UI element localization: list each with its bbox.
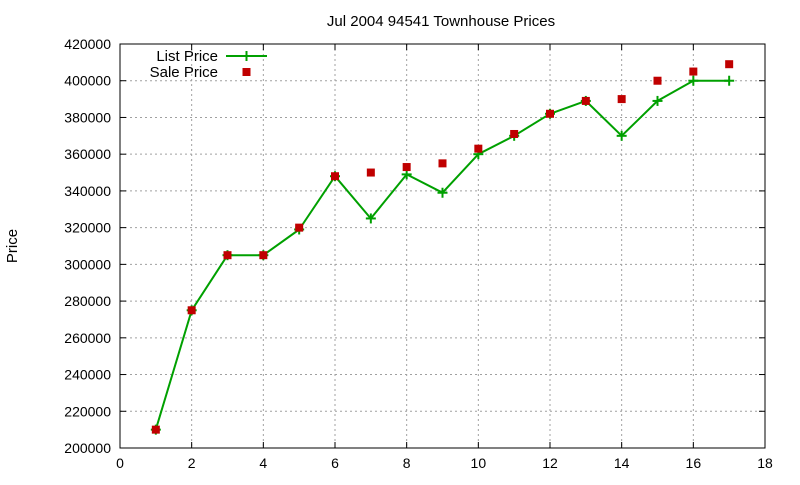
x-tick-label: 18: [757, 455, 773, 471]
y-tick-label: 220000: [64, 403, 111, 419]
y-tick-label: 300000: [64, 256, 111, 272]
legend-label: Sale Price: [150, 64, 218, 81]
sale-price-point: [546, 110, 554, 118]
x-tick-label: 4: [259, 455, 267, 471]
chart-title: Jul 2004 94541 Townhouse Prices: [327, 13, 555, 30]
x-tick-label: 16: [686, 455, 702, 471]
sale-price-point: [259, 251, 267, 259]
y-tick-label: 260000: [64, 330, 111, 346]
legend-label: List Price: [156, 48, 218, 65]
sale-price-point: [582, 97, 590, 105]
sale-price-point: [367, 169, 375, 177]
y-tick-label: 340000: [64, 183, 111, 199]
sale-price-point: [331, 172, 339, 180]
x-tick-label: 12: [542, 455, 558, 471]
x-tick-label: 6: [331, 455, 339, 471]
y-tick-label: 240000: [64, 367, 111, 383]
sale-price-point: [403, 163, 411, 171]
x-tick-label: 2: [188, 455, 196, 471]
sale-price-point: [439, 159, 447, 167]
sale-price-point: [689, 68, 697, 76]
x-tick-label: 10: [471, 455, 487, 471]
y-tick-label: 280000: [64, 293, 111, 309]
x-tick-label: 8: [403, 455, 411, 471]
sale-price-point: [618, 95, 626, 103]
y-tick-label: 420000: [64, 36, 111, 52]
y-tick-label: 320000: [64, 220, 111, 236]
y-tick-label: 380000: [64, 109, 111, 125]
sale-price-point: [725, 60, 733, 68]
sale-price-point: [654, 77, 662, 85]
y-tick-label: 400000: [64, 73, 111, 89]
sale-price-point: [224, 251, 232, 259]
sale-price-point: [474, 145, 482, 153]
sale-price-point: [152, 426, 160, 434]
sale-price-point: [188, 306, 196, 314]
x-tick-label: 14: [614, 455, 630, 471]
y-axis-title: Price: [4, 229, 21, 263]
legend-square-marker: [243, 68, 251, 76]
sale-price-point: [295, 224, 303, 232]
sale-price-point: [510, 130, 518, 138]
y-tick-label: 200000: [64, 440, 111, 456]
x-tick-label: 0: [116, 455, 124, 471]
y-tick-label: 360000: [64, 146, 111, 162]
